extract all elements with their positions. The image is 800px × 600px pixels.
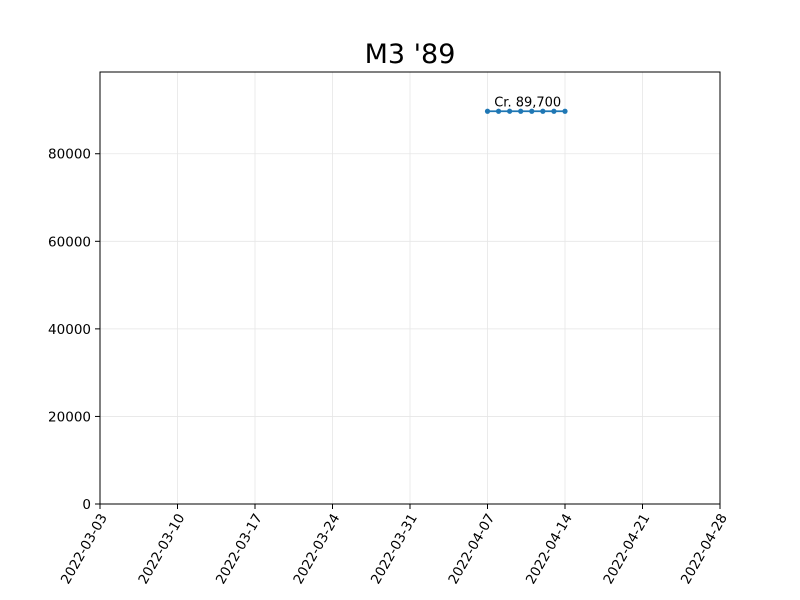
x-tick-label: 2022-03-17 bbox=[213, 511, 266, 587]
x-tick-label: 2022-03-10 bbox=[135, 511, 188, 587]
y-tick-label: 60000 bbox=[48, 234, 91, 250]
y-tick-label: 0 bbox=[82, 497, 91, 513]
x-tick-label: 2022-04-07 bbox=[445, 511, 498, 587]
data-point bbox=[540, 108, 546, 114]
chart-title: M3 '89 bbox=[365, 39, 456, 70]
y-tick-label: 80000 bbox=[48, 147, 91, 163]
y-tick-label: 20000 bbox=[48, 409, 91, 425]
x-tick-label: 2022-03-24 bbox=[290, 511, 343, 587]
x-tick-label: 2022-04-14 bbox=[523, 511, 576, 587]
y-tick-label: 40000 bbox=[48, 322, 91, 338]
data-point bbox=[495, 108, 502, 114]
data-point bbox=[507, 108, 513, 114]
x-tick-label: 2022-03-03 bbox=[58, 511, 111, 587]
series-layer bbox=[484, 108, 568, 114]
data-point bbox=[484, 108, 491, 114]
x-tick-label: 2022-04-28 bbox=[678, 511, 731, 587]
x-axis: 2022-03-03 2022-03-10 2022-03-17 2022-03-24… bbox=[58, 504, 731, 587]
grid-lines bbox=[99, 72, 721, 504]
data-point bbox=[529, 108, 535, 114]
x-tick-label: 2022-04-21 bbox=[600, 511, 653, 587]
data-point bbox=[518, 108, 524, 114]
data-point bbox=[551, 108, 557, 114]
annotations: Cr. 89,700 bbox=[494, 95, 561, 110]
data-label: Cr. 89,700 bbox=[494, 95, 561, 110]
x-tick-label: 2022-03-31 bbox=[368, 511, 421, 587]
data-point bbox=[562, 108, 568, 114]
y-axis: 0 20000 40000 60000 80000 bbox=[48, 147, 100, 513]
